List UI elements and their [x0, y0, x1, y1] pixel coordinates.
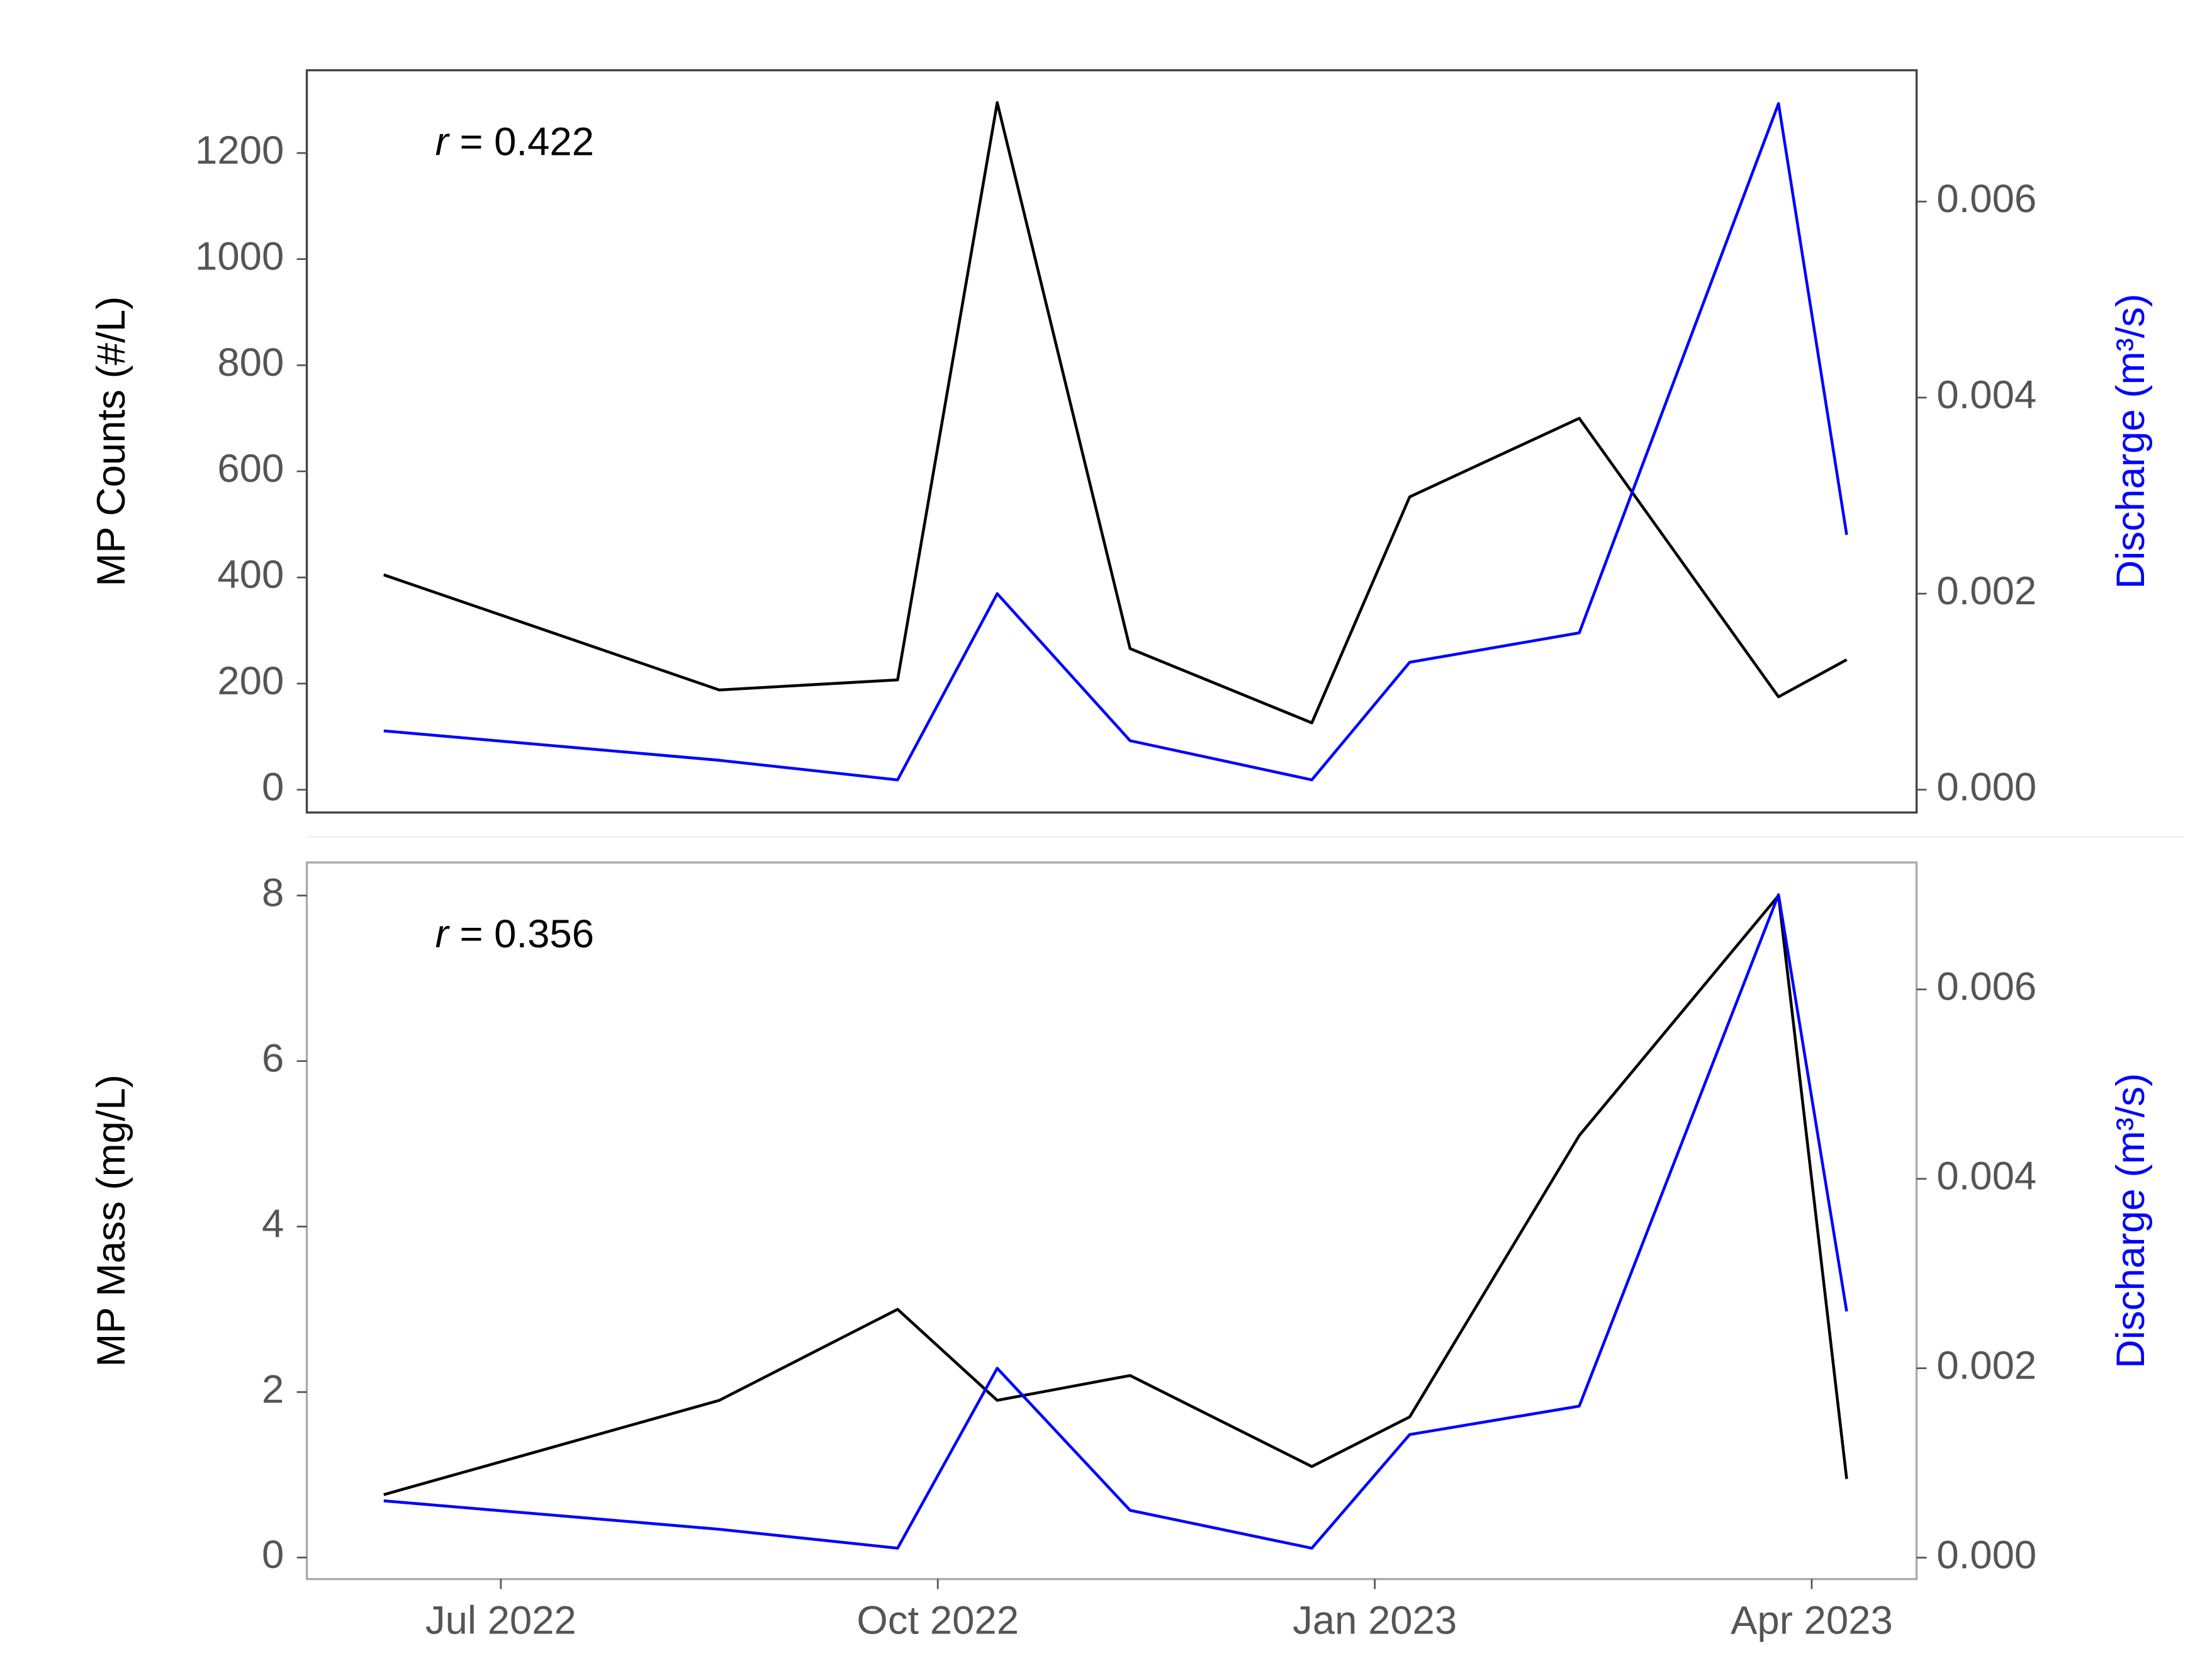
y-tick-label: 1000 — [195, 234, 284, 278]
data-line — [383, 894, 1848, 1496]
y-tick-label: 600 — [217, 447, 284, 491]
y2-tick-label: 0.000 — [1936, 765, 2036, 809]
plot-frame — [305, 69, 1918, 814]
y-tick-label: 800 — [217, 341, 284, 385]
x-tick-label: Apr 2023 — [1731, 1599, 1893, 1643]
y-axis-title: MP Mass (mg/L) — [89, 1074, 133, 1367]
annotation: r = 0.422 — [435, 120, 594, 164]
y-tick-label: 400 — [217, 553, 284, 597]
y2-tick-label: 0.002 — [1936, 569, 2036, 613]
x-tick-label: Jul 2022 — [425, 1599, 576, 1643]
y-axis-title: MP Counts (#/L) — [89, 296, 133, 587]
y2-tick-label: 0.004 — [1936, 373, 2036, 417]
x-tick-label: Oct 2022 — [856, 1599, 1019, 1643]
y2-axis-title: Discharge (m³/s) — [2109, 1073, 2153, 1368]
y-tick-label: 1200 — [195, 128, 284, 172]
y-tick-label: 8 — [262, 871, 284, 915]
y2-tick-label: 0.000 — [1936, 1533, 2036, 1577]
y-tick-label: 0 — [262, 1533, 284, 1577]
y-tick-label: 4 — [262, 1202, 284, 1246]
y-tick-label: 0 — [262, 765, 284, 809]
y-tick-label: 6 — [262, 1036, 284, 1080]
y2-tick-label: 0.006 — [1936, 177, 2036, 221]
y2-tick-label: 0.002 — [1936, 1343, 2036, 1387]
y-tick-label: 200 — [217, 659, 284, 703]
y2-tick-label: 0.006 — [1936, 965, 2036, 1009]
y2-axis-title: Discharge (m³/s) — [2109, 294, 2153, 589]
plot-frame — [305, 861, 1918, 1581]
data-line — [383, 102, 1848, 782]
data-line — [383, 893, 1848, 1550]
y-tick-label: 2 — [262, 1367, 284, 1411]
x-tick-label: Jan 2023 — [1293, 1599, 1457, 1643]
annotation: r = 0.356 — [435, 912, 594, 956]
data-line — [383, 101, 1848, 725]
y2-tick-label: 0.004 — [1936, 1154, 2036, 1198]
